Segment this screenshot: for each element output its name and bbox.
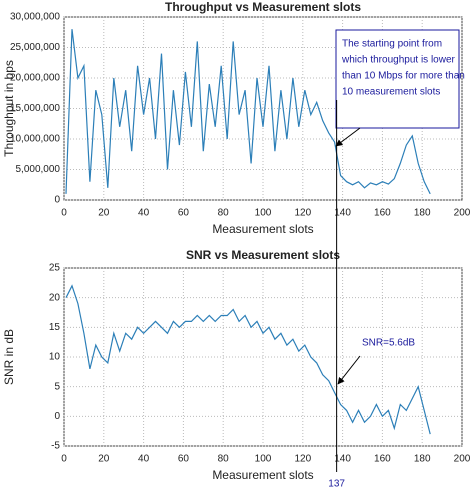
y-tick-label: 20 bbox=[49, 292, 61, 303]
y-tick-label: 10 bbox=[49, 352, 61, 363]
y-tick-label: 30,000,000 bbox=[10, 12, 60, 23]
x-tick-label: 0 bbox=[61, 454, 67, 465]
y-tick-label: 10,000,000 bbox=[10, 134, 60, 145]
y-axis-label: Throughput in bps bbox=[2, 60, 16, 157]
x-tick-label: 0 bbox=[61, 208, 67, 219]
annotation-text: 10 measurement slots bbox=[342, 87, 440, 98]
annotation-arrow bbox=[335, 127, 361, 147]
annotation-text: than 10 Mbps for more than bbox=[342, 71, 465, 82]
annotation-text: which throughput is lower bbox=[341, 55, 456, 66]
y-tick-label: 20,000,000 bbox=[10, 73, 60, 84]
x-tick-label: 20 bbox=[98, 454, 110, 465]
y-tick-label: 15 bbox=[49, 322, 61, 333]
x-tick-label: 60 bbox=[178, 454, 190, 465]
x-tick-label: 160 bbox=[374, 208, 391, 219]
series-line bbox=[65, 29, 431, 195]
x-tick-label: 120 bbox=[294, 454, 311, 465]
y-tick-label: 5 bbox=[54, 381, 60, 392]
series-line bbox=[65, 284, 431, 435]
annotation-text: The starting point from bbox=[342, 39, 442, 50]
x-tick-label: 40 bbox=[138, 454, 150, 465]
marker-label: 137 bbox=[328, 479, 345, 490]
x-tick-label: 200 bbox=[454, 208, 471, 219]
y-tick-label: -5 bbox=[51, 441, 60, 452]
y-tick-label: 0 bbox=[54, 411, 60, 422]
x-tick-label: 80 bbox=[218, 454, 230, 465]
annotation-box bbox=[335, 29, 460, 129]
x-axis-label: Measurement slots bbox=[212, 222, 313, 236]
x-tick-label: 100 bbox=[255, 454, 272, 465]
annotation-arrow bbox=[337, 355, 361, 385]
x-tick-label: 20 bbox=[98, 208, 110, 219]
y-axis-label: SNR in dB bbox=[2, 329, 16, 385]
chart-title: Throughput vs Measurement slots bbox=[165, 0, 361, 14]
y-tick-label: 0 bbox=[54, 195, 60, 206]
x-tick-label: 120 bbox=[294, 208, 311, 219]
x-tick-label: 140 bbox=[334, 208, 351, 219]
x-tick-label: 80 bbox=[218, 208, 230, 219]
x-tick-label: 60 bbox=[178, 208, 190, 219]
y-tick-label: 15,000,000 bbox=[10, 103, 60, 114]
x-axis-label: Measurement slots bbox=[212, 468, 313, 482]
x-tick-label: 180 bbox=[414, 454, 431, 465]
x-tick-label: 160 bbox=[374, 454, 391, 465]
y-tick-label: 5,000,000 bbox=[16, 164, 61, 175]
x-tick-label: 40 bbox=[138, 208, 150, 219]
x-tick-label: 140 bbox=[334, 454, 351, 465]
annotation-text: SNR=5.6dB bbox=[362, 338, 415, 349]
x-tick-label: 180 bbox=[414, 208, 431, 219]
x-tick-label: 100 bbox=[255, 208, 272, 219]
chart-title: SNR vs Measurement slots bbox=[186, 248, 340, 262]
x-tick-label: 200 bbox=[454, 454, 471, 465]
y-tick-label: 25,000,000 bbox=[10, 42, 60, 53]
y-tick-label: 25 bbox=[49, 263, 61, 274]
